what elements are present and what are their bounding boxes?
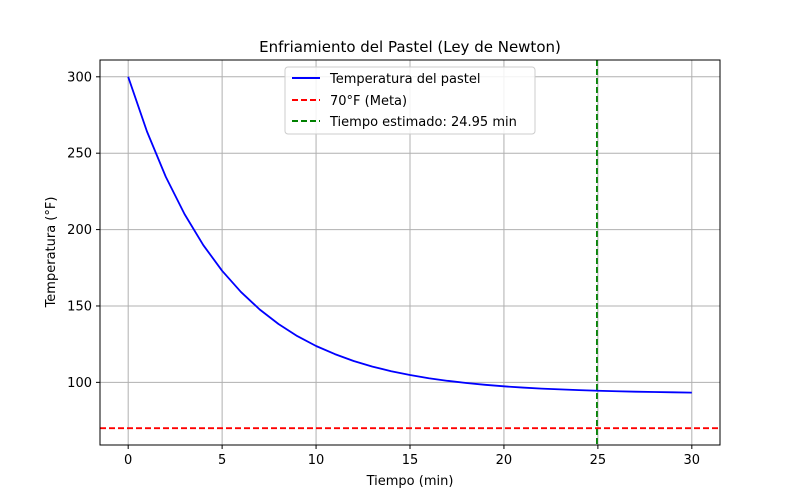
x-tick-label: 20 <box>496 453 513 468</box>
x-tick-label: 25 <box>590 453 607 468</box>
y-tick-label: 150 <box>67 299 92 314</box>
chart-title: Enfriamiento del Pastel (Ley de Newton) <box>259 38 561 56</box>
y-tick-label: 100 <box>67 376 92 391</box>
x-tick-label: 15 <box>402 453 419 468</box>
y-axis-label: Temperatura (°F) <box>44 197 59 309</box>
y-tick-label: 300 <box>67 70 92 85</box>
legend: Temperatura del pastel 70°F (Meta) Tiemp… <box>284 66 536 135</box>
legend-box <box>284 66 536 135</box>
legend-label-series: Temperatura del pastel <box>329 72 480 87</box>
x-tick-label: 0 <box>124 453 132 468</box>
y-axis-ticks: 100 150 200 250 300 <box>67 70 100 391</box>
x-tick-label: 5 <box>218 453 226 468</box>
y-tick-label: 250 <box>67 147 92 162</box>
reference-lines <box>100 60 720 445</box>
temperature-series-line <box>127 76 692 394</box>
y-tick-label: 200 <box>67 223 92 238</box>
legend-label-estimated-time: Tiempo estimado: 24.95 min <box>329 115 517 130</box>
x-axis-label: Tiempo (min) <box>366 474 454 489</box>
x-tick-label: 10 <box>308 453 325 468</box>
series-layer <box>127 76 692 394</box>
x-axis-ticks: 0 5 10 15 20 25 30 <box>124 445 700 468</box>
x-tick-label: 30 <box>684 453 701 468</box>
legend-label-goal: 70°F (Meta) <box>330 94 407 109</box>
